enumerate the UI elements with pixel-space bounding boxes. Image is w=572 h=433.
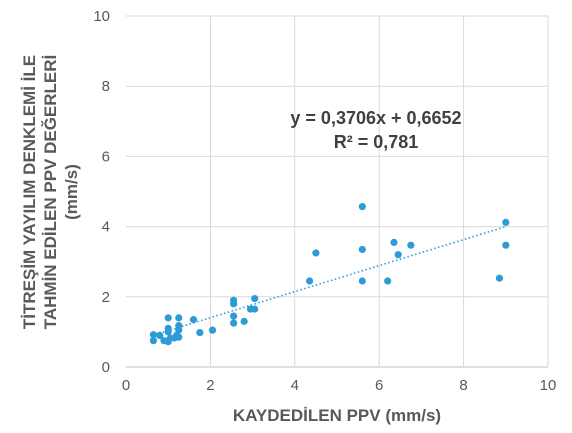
x-tick-label: 4 — [291, 377, 299, 394]
data-point — [156, 331, 164, 340]
data-point — [251, 294, 259, 303]
data-point — [230, 296, 238, 304]
x-axis-title: KAYDEDİLEN PPV (mm/s) — [233, 406, 441, 425]
data-point — [358, 202, 366, 211]
y-tick-label: 6 — [102, 148, 110, 165]
data-point — [240, 317, 248, 325]
y-tick-label: 4 — [102, 219, 110, 236]
data-point — [305, 277, 314, 285]
data-point — [384, 277, 392, 285]
data-point — [251, 305, 259, 313]
data-point — [175, 333, 183, 341]
y-tick-labels: 0 2 4 6 8 10 — [93, 8, 110, 376]
y-axis-title: TİTREŞİM YAYILIM DENKLEMİ İLE TAHMİN EDİ… — [20, 55, 81, 330]
trendline-group — [151, 225, 507, 337]
data-point — [208, 326, 217, 334]
y-tick-label: 10 — [93, 8, 110, 25]
data-point — [196, 329, 204, 337]
y-tick-label: 0 — [102, 359, 110, 376]
x-tick-label: 2 — [206, 377, 214, 394]
y-tick-label: 8 — [102, 78, 110, 95]
data-point — [394, 251, 402, 259]
y-axis-title-line-2: TAHMİN EDİLEN PPV DEĞERLERİ — [41, 55, 60, 330]
data-point — [175, 314, 183, 322]
x-tick-label: 8 — [459, 377, 467, 394]
data-point — [390, 238, 398, 246]
r-squared-label: R² = 0,781 — [334, 132, 419, 152]
x-tick-labels: 0 2 4 6 8 10 — [122, 377, 557, 394]
x-tick-label: 0 — [122, 377, 130, 394]
data-point — [502, 241, 510, 249]
data-point — [407, 241, 415, 249]
x-tick-label: 10 — [540, 377, 557, 394]
data-point — [175, 321, 183, 330]
trendline — [151, 225, 507, 337]
y-axis-title-line-3: (mm/s) — [62, 164, 81, 220]
grid-lines — [126, 15, 549, 368]
data-point — [149, 337, 158, 345]
y-tick-label: 2 — [102, 289, 110, 306]
y-axis-title-line-1: TİTREŞİM YAYILIM DENKLEMİ İLE — [20, 55, 39, 329]
trendline-equation: y = 0,3706x + 0,6652 — [290, 108, 461, 128]
data-point — [149, 331, 158, 339]
data-point — [312, 249, 320, 257]
data-point — [230, 319, 238, 327]
data-point — [358, 245, 366, 254]
data-point — [495, 274, 504, 282]
x-tick-label: 6 — [375, 377, 383, 394]
data-points — [149, 202, 510, 346]
data-point — [164, 324, 172, 332]
data-point — [358, 277, 366, 285]
data-point — [502, 218, 510, 226]
data-point — [164, 314, 172, 322]
data-point — [230, 312, 238, 320]
data-point — [189, 316, 198, 324]
